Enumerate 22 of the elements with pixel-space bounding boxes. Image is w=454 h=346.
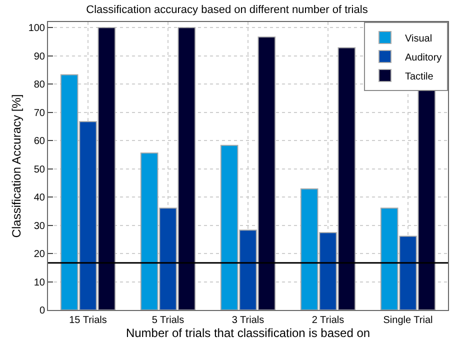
y-tick-label: 100 <box>28 23 46 34</box>
x-tick-label: 5 Trials <box>152 315 184 326</box>
y-axis-title: Classification Accuracy [%] <box>10 94 24 238</box>
x-tick-label: 3 Trials <box>232 315 264 326</box>
y-tick-label: 70 <box>34 108 46 119</box>
legend-label: Visual <box>405 33 432 44</box>
y-tick-label: 90 <box>34 51 46 62</box>
y-tick-label: 0 <box>39 306 46 316</box>
y-tick-label: 60 <box>34 136 46 148</box>
x-axis-title: Number of trials that classification is based on <box>126 326 370 340</box>
y-tick-label: 50 <box>34 164 46 176</box>
x-tick-label: 15 Trials <box>69 315 107 326</box>
y-tick-label: 30 <box>34 220 46 232</box>
y-tick-label: 40 <box>34 192 46 204</box>
legend-label: Auditory <box>405 52 442 64</box>
chart-title: Classification accuracy based on different number of trials <box>86 4 368 16</box>
y-tick-label: 20 <box>34 249 46 260</box>
x-tick-label: Single Trial <box>383 315 433 326</box>
legend-label: Tactile <box>405 71 434 82</box>
x-tick-label: 2 Trials <box>312 315 344 326</box>
y-tick-label: 80 <box>34 80 46 91</box>
y-tick-label: 10 <box>34 277 46 288</box>
